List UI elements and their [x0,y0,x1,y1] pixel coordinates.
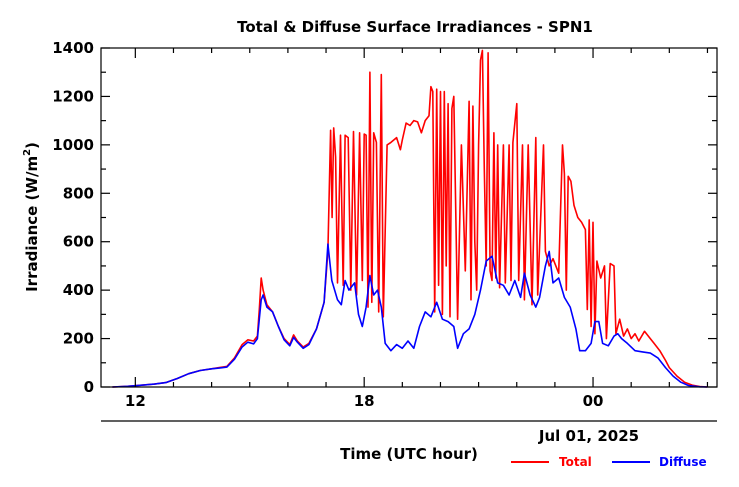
legend-total-label: Total [559,455,592,469]
series-line-diffuse [112,243,708,388]
y-tick-label: 800 [63,184,94,202]
y-tick-label: 1200 [52,87,94,105]
y-tick-label: 1000 [52,136,94,154]
y-tick-label: 200 [63,330,94,348]
legend-diffuse-label: Diffuse [659,455,707,469]
y-axis-label-superscript: 2 [22,149,33,156]
x-tick-label: 12 [125,392,146,410]
y-tick-label: 1400 [52,39,94,57]
x-axis-label: Time (UTC hour) [340,445,478,463]
date-label: Jul 01, 2025 [538,427,639,445]
x-tick-label: 18 [354,392,375,410]
plot-frame [100,47,718,388]
y-axis-label-close: ) [23,142,41,149]
y-tick-label: 600 [63,233,94,251]
chart-title: Total & Diffuse Surface Irradiances - SP… [237,18,593,36]
y-tick-label: 400 [63,281,94,299]
x-tick-label: 00 [583,392,604,410]
plot-area: 0 200 400 600 800 1000 1200 1400 12 18 00 [52,39,718,410]
y-axis-label: Irradiance (W/m2) [22,142,41,292]
series-line-total [112,49,708,388]
y-axis-label-text: Irradiance (W/m [23,156,41,292]
y-tick-label: 0 [84,378,94,396]
legend: Total Diffuse [511,455,707,469]
